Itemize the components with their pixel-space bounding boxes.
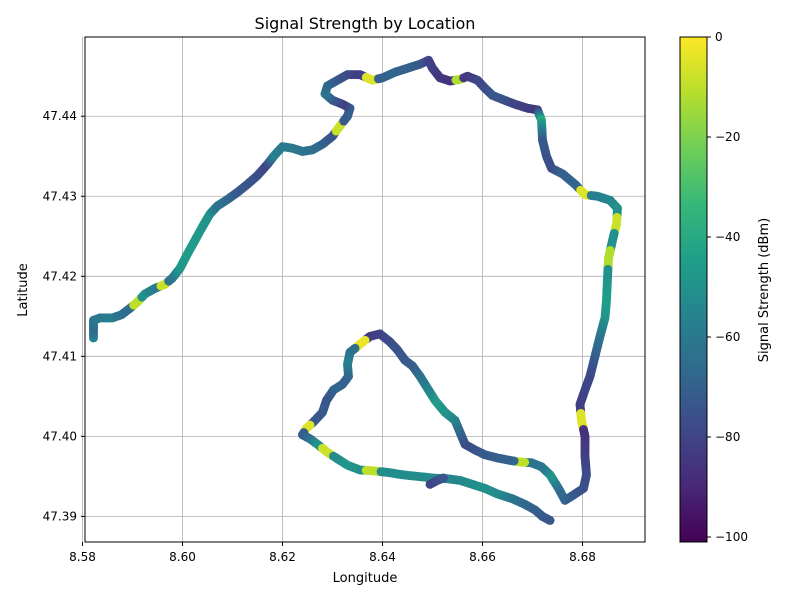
chart-title: Signal Strength by Location bbox=[255, 14, 476, 33]
y-tick-label: 47.42 bbox=[43, 269, 77, 283]
colorbar-ticks: 0 −20 −40 −60 −80 −100 bbox=[707, 30, 748, 544]
colorbar-tick-label: −20 bbox=[715, 130, 740, 144]
colorbar-tick-label: −100 bbox=[715, 530, 748, 544]
x-axis-ticks: 8.58 8.60 8.62 8.64 8.66 8.68 bbox=[69, 542, 596, 564]
x-tick-label: 8.62 bbox=[269, 550, 296, 564]
colorbar-tick-label: −80 bbox=[715, 430, 740, 444]
plot-frame bbox=[84, 36, 646, 543]
colorbar bbox=[679, 36, 708, 543]
y-tick-label: 47.39 bbox=[43, 509, 77, 523]
y-tick-label: 47.40 bbox=[43, 429, 77, 443]
y-tick-label: 47.43 bbox=[43, 189, 77, 203]
data-point bbox=[545, 515, 555, 525]
x-tick-label: 8.58 bbox=[69, 550, 96, 564]
y-axis-ticks: 47.39 47.40 47.41 47.42 47.43 47.44 bbox=[43, 109, 85, 523]
colorbar-label: Signal Strength (dBm) bbox=[757, 218, 772, 362]
colorbar-tick-label: 0 bbox=[715, 30, 723, 44]
y-axis-label: Latitude bbox=[16, 263, 31, 317]
x-tick-label: 8.64 bbox=[369, 550, 396, 564]
scatter-points bbox=[89, 55, 622, 525]
grid-lines bbox=[82, 37, 645, 542]
colorbar-tick-label: −40 bbox=[715, 230, 740, 244]
x-axis-label: Longitude bbox=[333, 571, 398, 586]
x-tick-label: 8.66 bbox=[469, 550, 496, 564]
x-tick-label: 8.68 bbox=[569, 550, 596, 564]
x-tick-label: 8.60 bbox=[169, 550, 196, 564]
y-tick-label: 47.41 bbox=[43, 349, 77, 363]
data-point bbox=[439, 473, 448, 483]
colorbar-tick-label: −60 bbox=[715, 330, 740, 344]
y-tick-label: 47.44 bbox=[43, 109, 77, 123]
